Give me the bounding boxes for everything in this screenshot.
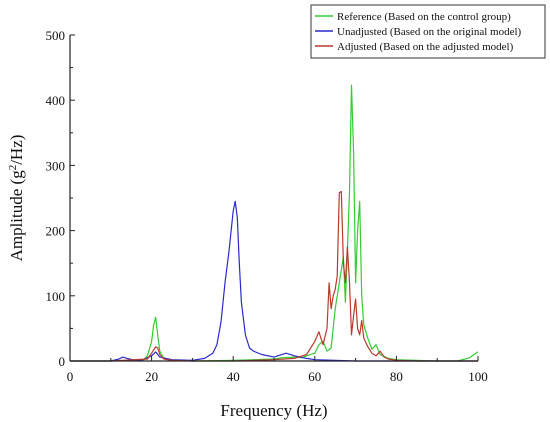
plot-lines (70, 84, 479, 362)
series-line-1 (70, 84, 479, 362)
series-line-3 (70, 190, 478, 362)
x-tick-label: 60 (308, 369, 321, 384)
series-line-2 (70, 200, 478, 362)
y-axis-title: Amplitude (g2/Hz) (7, 135, 26, 262)
y-tick-label: 400 (46, 93, 66, 108)
x-axis-title: Frequency (Hz) (220, 401, 327, 420)
ticks: 0 20 40 60 80 100 0 100 200 300 400 500 (46, 28, 488, 384)
legend-box (310, 4, 546, 59)
y-tick-label: 200 (46, 224, 66, 239)
y-tick-label: 100 (46, 289, 66, 304)
y-axis-title-superscript: 2 (7, 165, 19, 171)
y-tick-label: 0 (59, 354, 66, 369)
y-tick-label: 300 (46, 158, 66, 173)
y-tick-label: 500 (46, 28, 66, 43)
legend-label: Reference (Based on the control group) (337, 11, 511, 23)
x-tick-label: 20 (145, 369, 158, 384)
x-tick-label: 80 (390, 369, 403, 384)
axes (69, 35, 478, 362)
legend: Reference (Based on the control group) Un… (310, 4, 546, 59)
x-tick-label: 40 (227, 369, 240, 384)
x-tick-label: 100 (468, 369, 488, 384)
y-axis-title-suffix: /Hz) (7, 135, 26, 165)
y-axis-title-prefix: Amplitude (g (7, 170, 26, 262)
legend-label: Unadjusted (Based on the original model) (337, 26, 522, 38)
x-tick-label: 0 (67, 369, 74, 384)
legend-label: Adjusted (Based on the adjusted model) (337, 41, 514, 53)
